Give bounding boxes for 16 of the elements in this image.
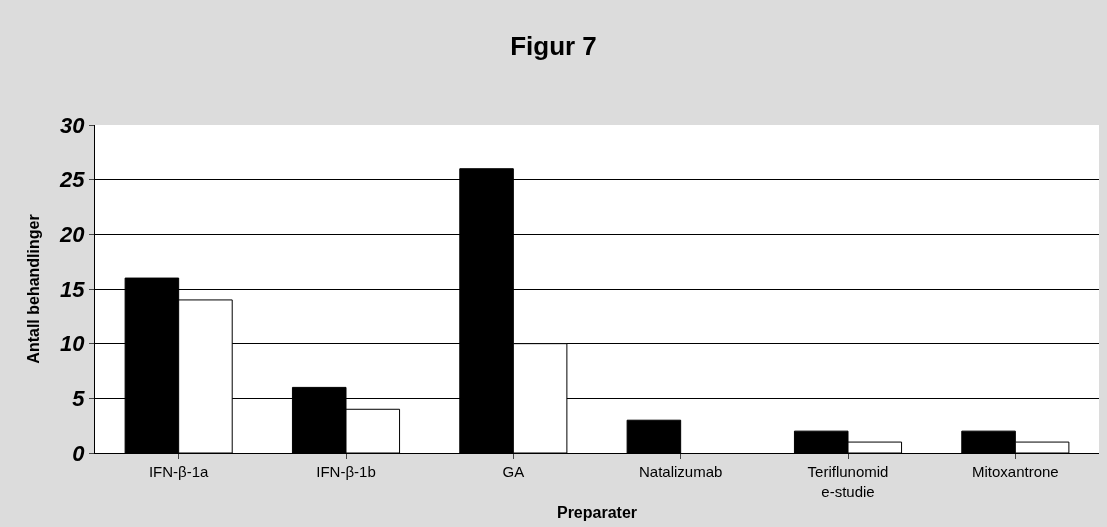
y-tick-label: 0 <box>72 440 86 466</box>
x-tick-label: Teriflunomide-studie <box>807 463 889 500</box>
y-tick-label: 5 <box>72 386 86 412</box>
x-axis-title: Preparater <box>556 504 638 522</box>
chart-title: Figur 7 <box>510 31 597 62</box>
x-tick-label: IFN-β-1a <box>148 463 210 480</box>
y-tick-label: 15 <box>60 276 86 302</box>
x-tick-label: Natalizumab <box>638 463 723 480</box>
y-axis-title: Antall behandlinger <box>25 214 43 364</box>
y-tick-label: 20 <box>59 222 86 248</box>
x-tick-label: IFN-β-1b <box>316 463 376 480</box>
x-tick-label: GA <box>502 463 525 480</box>
x-tick-label: Mitoxantrone <box>971 463 1059 480</box>
y-tick-label: 10 <box>60 331 86 357</box>
y-tick-label: 25 <box>59 167 86 193</box>
y-tick-label: 30 <box>60 112 86 138</box>
